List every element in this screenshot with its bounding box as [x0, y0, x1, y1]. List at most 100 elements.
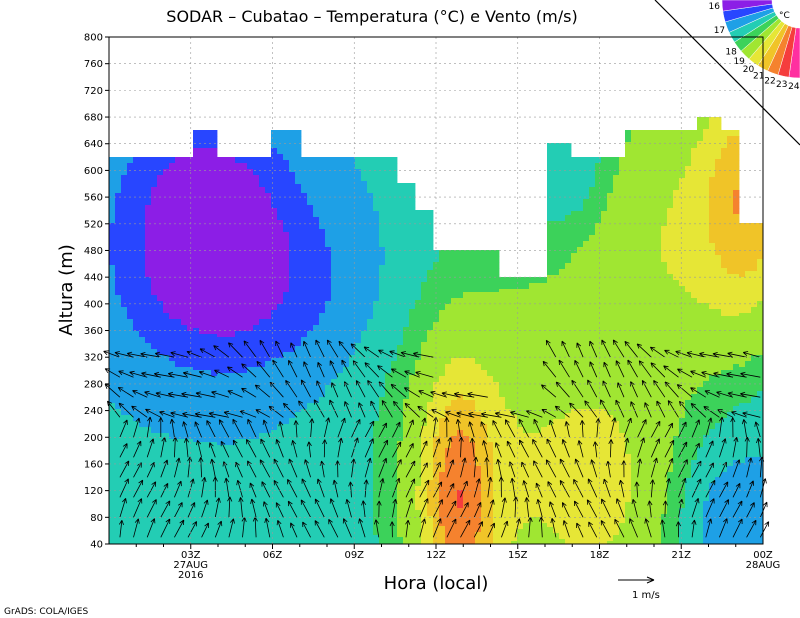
temperature-cell — [337, 289, 344, 296]
temperature-cell — [163, 391, 170, 398]
temperature-cell — [433, 502, 440, 509]
temperature-cell — [259, 307, 266, 314]
temperature-cell — [529, 517, 536, 524]
temperature-cell — [367, 337, 374, 344]
temperature-cell — [355, 427, 362, 434]
temperature-cell — [523, 505, 530, 512]
temperature-cell — [127, 475, 134, 482]
temperature-cell — [253, 385, 260, 392]
temperature-cell — [151, 169, 158, 176]
temperature-cell — [367, 403, 374, 410]
temperature-cell — [157, 265, 164, 272]
temperature-cell — [235, 409, 242, 416]
temperature-cell — [193, 316, 200, 323]
temperature-cell — [277, 466, 284, 473]
temperature-cell — [547, 497, 554, 504]
temperature-cell — [187, 181, 194, 188]
temperature-cell — [199, 262, 206, 269]
temperature-cell — [433, 466, 440, 473]
temperature-cell — [247, 493, 254, 500]
temperature-cell — [337, 541, 344, 545]
temperature-cell — [187, 259, 194, 266]
temperature-cell — [427, 402, 434, 409]
temperature-cell — [349, 445, 356, 452]
temperature-cell — [115, 475, 122, 482]
temperature-cell — [307, 175, 314, 182]
temperature-cell — [355, 259, 362, 266]
temperature-cell — [313, 523, 320, 530]
temperature-cell — [145, 205, 152, 212]
temperature-cell — [319, 283, 326, 290]
temperature-cell — [205, 448, 212, 455]
temperature-cell — [391, 313, 398, 320]
temperature-cell — [133, 343, 140, 350]
temperature-cell — [451, 460, 458, 467]
temperature-cell — [283, 190, 290, 197]
temperature-cell — [187, 355, 194, 362]
temperature-cell — [157, 457, 164, 464]
temperature-cell — [121, 331, 128, 338]
temperature-cell — [349, 355, 356, 362]
temperature-cell — [367, 481, 374, 488]
temperature-cell — [337, 157, 344, 164]
temperature-cell — [199, 316, 206, 323]
temperature-cell — [325, 187, 332, 194]
temperature-cell — [361, 229, 368, 236]
temperature-cell — [133, 463, 140, 470]
temperature-cell — [469, 262, 476, 269]
temperature-cell — [277, 394, 284, 401]
temperature-cell — [469, 472, 476, 479]
temperature-cell — [145, 511, 152, 518]
temperature-cell — [247, 499, 254, 506]
temperature-cell — [385, 391, 392, 398]
temperature-cell — [379, 439, 386, 446]
temperature-cell — [229, 193, 236, 200]
temperature-cell — [397, 411, 404, 418]
temperature-cell — [205, 358, 212, 365]
temperature-cell — [295, 358, 302, 365]
temperature-cell — [121, 475, 128, 482]
temperature-cell — [175, 361, 182, 368]
temperature-cell — [277, 376, 284, 383]
temperature-cell — [307, 331, 314, 338]
temperature-cell — [373, 259, 380, 266]
temperature-cell — [427, 384, 434, 391]
temperature-cell — [301, 295, 308, 302]
temperature-cell — [505, 307, 512, 314]
temperature-cell — [361, 427, 368, 434]
temperature-cell — [301, 199, 308, 206]
temperature-cell — [145, 241, 152, 248]
temperature-cell — [577, 373, 584, 380]
temperature-cell — [517, 511, 524, 518]
temperature-cell — [469, 538, 476, 545]
temperature-cell — [295, 178, 302, 185]
temperature-cell — [319, 253, 326, 260]
temperature-cell — [451, 430, 458, 437]
temperature-cell — [247, 229, 254, 236]
temperature-cell — [451, 286, 458, 293]
temperature-cell — [307, 229, 314, 236]
temperature-cell — [253, 427, 260, 434]
temperature-cell — [187, 367, 194, 374]
temperature-cell — [559, 185, 566, 192]
temperature-cell — [265, 385, 272, 392]
temperature-cell — [199, 526, 206, 533]
temperature-cell — [445, 382, 452, 389]
temperature-cell — [325, 181, 332, 188]
temperature-cell — [565, 191, 572, 198]
temperature-cell — [169, 301, 176, 308]
temperature-cell — [187, 211, 194, 218]
temperature-cell — [373, 445, 380, 452]
temperature-cell — [415, 312, 422, 319]
temperature-cell — [313, 373, 320, 380]
temperature-cell — [271, 382, 278, 389]
temperature-cell — [547, 539, 554, 545]
temperature-cell — [385, 199, 392, 206]
temperature-cell — [175, 475, 182, 482]
temperature-cell — [409, 231, 416, 238]
temperature-cell — [307, 457, 314, 464]
temperature-cell — [121, 397, 128, 404]
temperature-cell — [253, 217, 260, 224]
temperature-cell — [373, 421, 380, 428]
temperature-cell — [499, 469, 506, 476]
